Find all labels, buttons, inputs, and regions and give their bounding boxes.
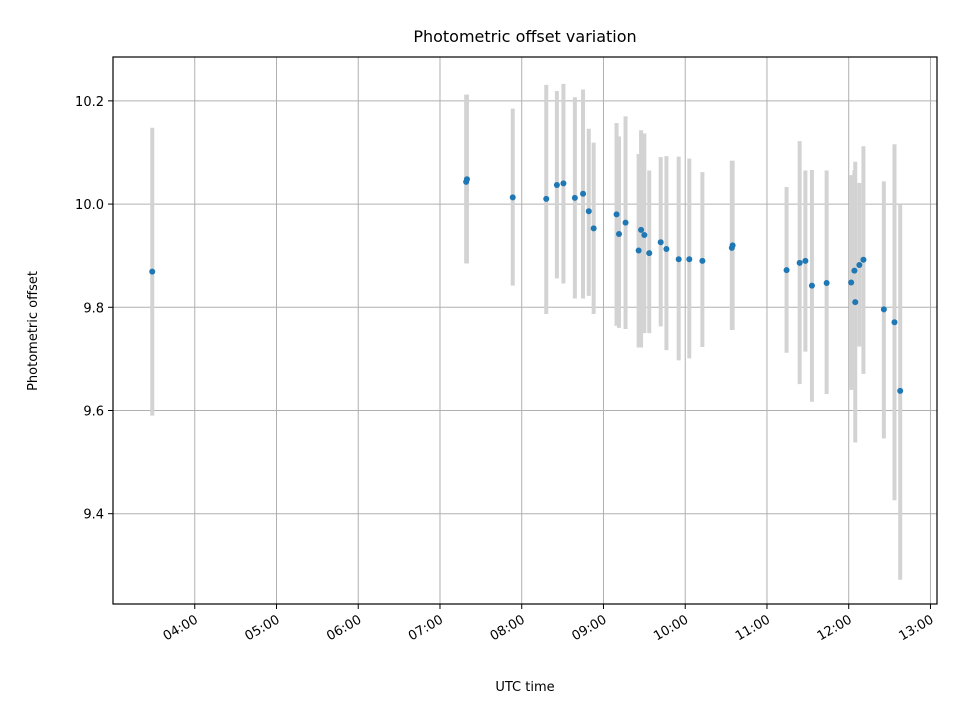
data-point-30 xyxy=(848,279,855,286)
data-point-37 xyxy=(897,387,904,394)
x-axis-label: UTC time xyxy=(495,680,554,695)
data-point-28 xyxy=(808,282,815,289)
data-point-16 xyxy=(641,232,648,239)
chart-title: Photometric offset variation xyxy=(413,27,636,46)
data-point-33 xyxy=(856,261,863,268)
data-point-25 xyxy=(783,267,790,274)
data-point-21 xyxy=(686,256,693,263)
data-point-6 xyxy=(560,180,567,187)
y-tick-label-2: 9.8 xyxy=(83,301,104,316)
data-point-22 xyxy=(699,257,706,264)
y-tick-label-1: 9.6 xyxy=(83,404,104,419)
data-point-24 xyxy=(729,242,736,249)
data-point-20 xyxy=(675,256,682,263)
data-points xyxy=(149,176,904,394)
data-point-5 xyxy=(553,181,560,188)
data-point-4 xyxy=(543,195,550,202)
data-point-19 xyxy=(663,245,670,252)
y-tick-label-4: 10.2 xyxy=(75,95,104,110)
data-point-3 xyxy=(509,194,516,201)
y-axis-ticks: 9.4 9.6 9.8 10.0 10.2 xyxy=(75,95,113,523)
data-point-11 xyxy=(613,211,620,218)
data-point-27 xyxy=(802,257,809,264)
plot-frame xyxy=(112,56,938,605)
y-axis-label: Photometric offset xyxy=(26,271,41,391)
data-point-32 xyxy=(852,299,859,306)
data-point-13 xyxy=(622,219,629,226)
data-point-10 xyxy=(590,225,597,232)
data-point-15 xyxy=(638,226,645,233)
data-point-8 xyxy=(580,190,587,197)
data-point-31 xyxy=(851,267,858,274)
data-point-36 xyxy=(891,319,898,326)
data-point-0 xyxy=(149,268,156,275)
data-point-18 xyxy=(657,239,664,246)
data-point-12 xyxy=(616,231,623,238)
data-point-26 xyxy=(796,259,803,266)
data-point-7 xyxy=(571,194,578,201)
y-tick-label-3: 10.0 xyxy=(75,198,104,213)
data-point-2 xyxy=(463,176,470,183)
data-point-35 xyxy=(880,306,887,313)
data-point-14 xyxy=(635,247,642,254)
data-point-34 xyxy=(860,256,867,263)
data-point-17 xyxy=(646,250,653,257)
data-point-29 xyxy=(823,280,830,287)
y-tick-label-0: 9.4 xyxy=(83,508,104,523)
data-point-9 xyxy=(585,208,592,215)
